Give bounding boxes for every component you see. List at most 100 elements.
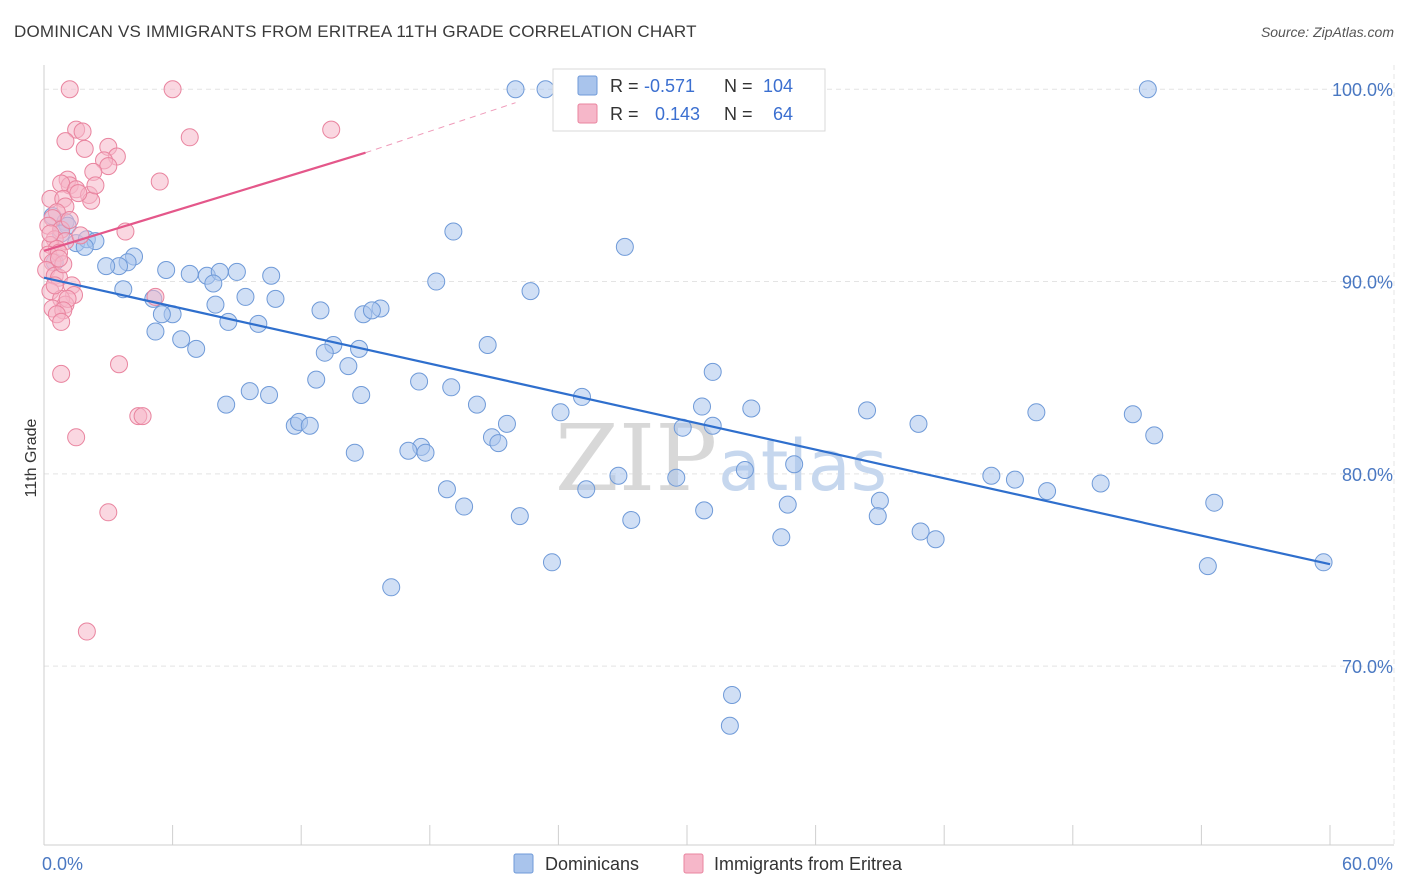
dominicans-point	[339, 357, 358, 376]
eritrea-point	[69, 184, 88, 203]
legend-label-dominicans: Dominicans	[545, 854, 639, 874]
dominicans-point	[157, 261, 176, 279]
dominicans-point	[206, 295, 225, 314]
dominicans-point	[1038, 482, 1057, 501]
stats-n-label-dominicans: N =	[724, 76, 753, 96]
chart-title: DOMINICAN VS IMMIGRANTS FROM ERITREA 11T…	[14, 22, 697, 41]
dominicans-point	[152, 305, 171, 324]
legend-label-eritrea: Immigrants from Eritrea	[714, 854, 903, 874]
dominicans-point	[97, 257, 116, 276]
dominicans-point	[1123, 405, 1142, 424]
dominicans-point	[345, 443, 364, 462]
dominicans-point	[693, 397, 712, 416]
dominicans-point	[858, 401, 877, 420]
dominicans-point	[720, 716, 739, 735]
eritrea-point	[163, 80, 182, 99]
stats-r-label-dominicans: R =	[610, 76, 639, 96]
dominicans-point	[909, 414, 928, 433]
dominicans-point	[180, 264, 199, 283]
dominicans-point	[437, 480, 456, 499]
dominicans-point	[410, 372, 429, 391]
chart-source: Source: ZipAtlas.com	[1260, 24, 1394, 40]
dominicans-point	[1205, 493, 1224, 512]
stats-swatch-eritrea	[577, 103, 598, 124]
dominicans-point	[315, 343, 334, 362]
eritrea-point	[86, 176, 105, 195]
dominicans-point	[542, 553, 561, 572]
eritrea-point	[180, 128, 199, 147]
dominicans-point	[362, 301, 381, 320]
series-legend: Dominicans Immigrants from Eritrea	[513, 853, 903, 874]
dominicans-point	[577, 480, 596, 499]
dominicans-point	[536, 80, 555, 99]
eritrea-point	[67, 428, 86, 447]
dominicans-point	[926, 530, 945, 549]
trend-line-eritrea	[43, 151, 366, 252]
stats-legend: R = -0.571 N = 104 R = 0.143 N = 64	[552, 68, 826, 132]
dominicans-point	[868, 507, 887, 526]
dominicans-point	[703, 362, 722, 381]
eritrea-point	[52, 174, 71, 193]
trend-line-dominicans	[43, 276, 1331, 566]
dominicans-point	[146, 322, 165, 341]
dominicans-point	[1145, 426, 1164, 445]
legend-swatch-dominicans	[513, 853, 534, 874]
dominicans-point	[455, 497, 474, 516]
eritrea-point	[60, 80, 79, 99]
eritrea-point	[52, 312, 71, 331]
watermark: ZIP atlas	[555, 405, 887, 512]
dominicans-point	[307, 370, 326, 389]
eritrea-point	[60, 211, 79, 229]
dominicans-point	[311, 301, 330, 320]
dominicans-point	[982, 466, 1001, 485]
dominicans-point	[1198, 557, 1217, 576]
dominicans-point	[615, 237, 634, 256]
dominicans-point	[622, 511, 641, 529]
eritrea-point	[99, 503, 118, 522]
dominicans-point	[204, 274, 223, 293]
dominicans-point	[609, 466, 628, 485]
dominicans-point	[667, 468, 686, 487]
dominicans-point	[497, 414, 516, 433]
dominicans-point	[551, 403, 570, 422]
eritrea-point	[71, 226, 90, 245]
series-dominicans-points	[43, 80, 1333, 735]
dominicans-point	[219, 312, 238, 331]
stats-swatch-dominicans	[577, 75, 598, 96]
stats-r-eritrea: 0.143	[655, 104, 700, 124]
dominicans-point	[240, 382, 259, 401]
dominicans-point	[416, 443, 435, 462]
stats-r-label-eritrea: R =	[610, 104, 639, 124]
x-tick-label-0: 0.0%	[42, 854, 83, 874]
legend-swatch-eritrea	[683, 853, 704, 874]
y-tick-label-2: 80.0%	[1342, 465, 1393, 485]
stats-r-dominicans: -0.571	[644, 76, 695, 96]
x-tick-label-1: 60.0%	[1342, 854, 1393, 874]
dominicans-point	[262, 266, 281, 285]
eritrea-point	[77, 622, 96, 641]
dominicans-point	[399, 441, 418, 460]
dominicans-point	[442, 378, 461, 397]
dominicans-point	[217, 395, 236, 414]
eritrea-point	[110, 355, 129, 374]
dominicans-point	[772, 528, 791, 547]
dominicans-point	[785, 455, 804, 474]
dominicans-point	[352, 386, 371, 404]
stats-n-eritrea: 64	[773, 104, 793, 124]
dominicans-point	[742, 399, 761, 418]
eritrea-point	[322, 120, 341, 139]
dominicans-point	[266, 289, 285, 308]
dominicans-point	[506, 80, 525, 99]
eritrea-point	[99, 157, 118, 176]
dominicans-point	[1005, 470, 1024, 489]
watermark-zip: ZIP	[555, 405, 717, 512]
dominicans-point	[870, 491, 889, 510]
dominicans-point	[1138, 80, 1157, 99]
dominicans-point	[444, 222, 463, 241]
dominicans-point	[478, 336, 497, 354]
eritrea-point	[150, 172, 169, 191]
dominicans-point	[778, 495, 797, 514]
trend-lines	[43, 102, 1331, 566]
series-eritrea-points	[37, 80, 341, 641]
dominicans-point	[489, 434, 508, 453]
